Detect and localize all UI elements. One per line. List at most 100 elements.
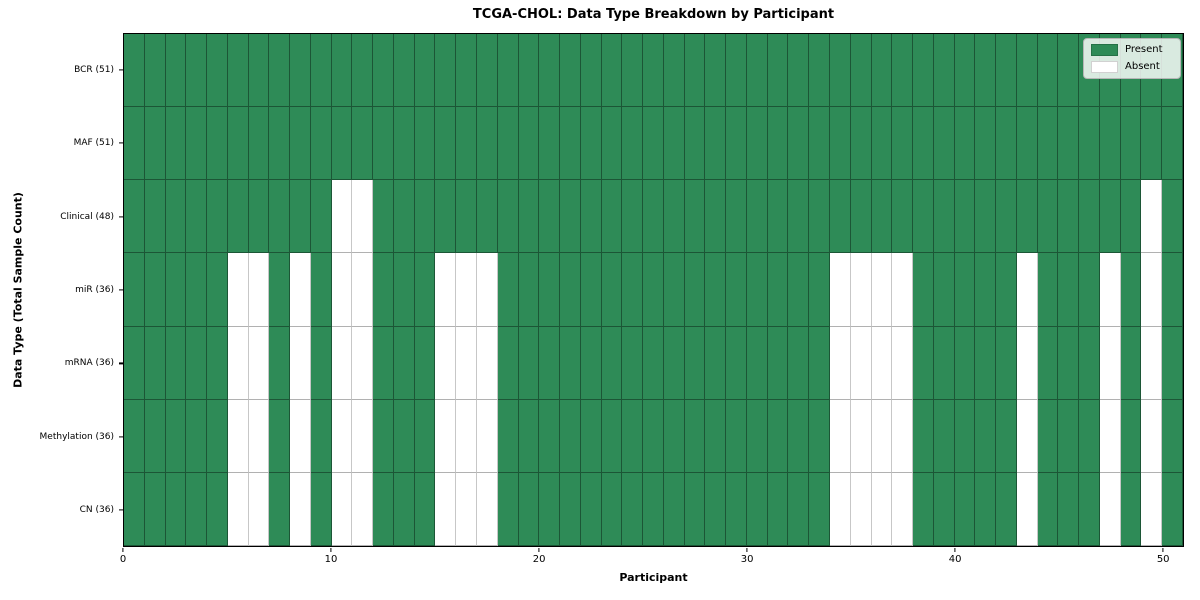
matrix-cell <box>207 326 228 400</box>
matrix-cell <box>892 399 914 473</box>
matrix-cell <box>560 326 581 400</box>
x-tick-mark <box>954 548 956 552</box>
matrix-cell <box>580 326 602 400</box>
matrix-cell <box>1099 107 1121 181</box>
matrix-cell <box>705 107 727 181</box>
matrix-cell <box>518 107 540 181</box>
matrix-cell <box>601 107 623 181</box>
matrix-cell <box>124 34 145 108</box>
y-tick-mark <box>119 509 123 511</box>
matrix-cell <box>1016 107 1038 181</box>
matrix-cell <box>144 107 166 181</box>
matrix-cell <box>622 326 644 400</box>
matrix-cell <box>1037 399 1059 473</box>
matrix-cell <box>705 399 727 473</box>
matrix-cell <box>124 180 145 254</box>
matrix-cell <box>663 107 685 181</box>
matrix-cell <box>767 34 789 108</box>
matrix-cell <box>248 326 270 400</box>
matrix-cell <box>996 326 1017 400</box>
matrix-cell <box>539 107 561 181</box>
matrix-cell <box>165 107 187 181</box>
matrix-cell <box>352 472 374 546</box>
matrix-cell <box>1058 253 1080 327</box>
matrix-cell <box>124 326 145 400</box>
legend-label-present: Present <box>1125 44 1163 55</box>
matrix-cell <box>1016 180 1038 254</box>
matrix-cell <box>933 180 955 254</box>
matrix-cell <box>373 253 394 327</box>
matrix-cell <box>622 472 644 546</box>
matrix-cell <box>892 472 914 546</box>
matrix-cell <box>601 326 623 400</box>
matrix-cell <box>954 472 976 546</box>
matrix-cell <box>269 253 291 327</box>
matrix-cell <box>456 107 477 181</box>
x-tick-mark <box>538 548 540 552</box>
matrix-cell <box>601 180 623 254</box>
matrix-cell <box>1079 326 1100 400</box>
x-tick-mark <box>1162 548 1164 552</box>
chart-title: TCGA-CHOL: Data Type Breakdown by Partic… <box>472 7 835 22</box>
matrix-cell <box>435 180 457 254</box>
matrix-cell <box>186 107 208 181</box>
matrix-cell <box>290 399 311 473</box>
matrix-cell <box>663 472 685 546</box>
matrix-cell <box>601 399 623 473</box>
matrix-cell <box>788 34 810 108</box>
matrix-cell <box>788 326 810 400</box>
matrix-cell <box>933 472 955 546</box>
x-tick-mark <box>122 548 124 552</box>
matrix-cell <box>788 180 810 254</box>
matrix-cell <box>476 34 498 108</box>
y-tick-label: MAF (51) <box>73 138 114 149</box>
matrix-cell <box>560 472 581 546</box>
matrix-cell <box>331 399 353 473</box>
legend-item-present: Present <box>1091 43 1173 57</box>
matrix-cell <box>248 34 270 108</box>
matrix-cell <box>975 253 997 327</box>
matrix-cell <box>248 472 270 546</box>
matrix-cell <box>227 253 249 327</box>
matrix-cell <box>684 253 706 327</box>
matrix-cell <box>684 107 706 181</box>
matrix-cell <box>850 326 872 400</box>
matrix-cell <box>663 34 685 108</box>
matrix-cell <box>622 34 644 108</box>
matrix-cell <box>497 180 519 254</box>
y-tick-label: Methylation (36) <box>39 431 114 442</box>
matrix-cell <box>497 34 519 108</box>
matrix-cell <box>1120 180 1142 254</box>
x-tick-label: 50 <box>1156 554 1170 565</box>
matrix-cell <box>331 326 353 400</box>
matrix-cell <box>726 253 747 327</box>
matrix-cell <box>746 34 768 108</box>
legend-label-absent: Absent <box>1125 61 1160 72</box>
matrix-cell <box>663 399 685 473</box>
matrix-cell <box>1141 180 1163 254</box>
matrix-cell <box>871 180 893 254</box>
y-tick-label: Clinical (48) <box>60 211 114 222</box>
matrix-cell <box>1099 472 1121 546</box>
matrix-cell <box>476 326 498 400</box>
matrix-cell <box>829 472 851 546</box>
matrix-cell <box>746 107 768 181</box>
matrix-cell <box>1120 253 1142 327</box>
matrix-cell <box>352 180 374 254</box>
matrix-cell <box>290 180 311 254</box>
matrix-cell <box>1016 253 1038 327</box>
matrix-cell <box>124 253 145 327</box>
matrix-cell <box>414 107 436 181</box>
matrix-cell <box>850 107 872 181</box>
matrix-cell <box>643 180 664 254</box>
matrix-cell <box>373 399 394 473</box>
matrix-cell <box>539 472 561 546</box>
matrix-cell <box>643 107 664 181</box>
x-tick-label: 30 <box>740 554 754 565</box>
matrix-cell <box>643 34 664 108</box>
matrix-cell <box>933 34 955 108</box>
matrix-cell <box>435 472 457 546</box>
matrix-cell <box>913 34 934 108</box>
matrix-cell <box>850 472 872 546</box>
matrix-cell <box>975 34 997 108</box>
